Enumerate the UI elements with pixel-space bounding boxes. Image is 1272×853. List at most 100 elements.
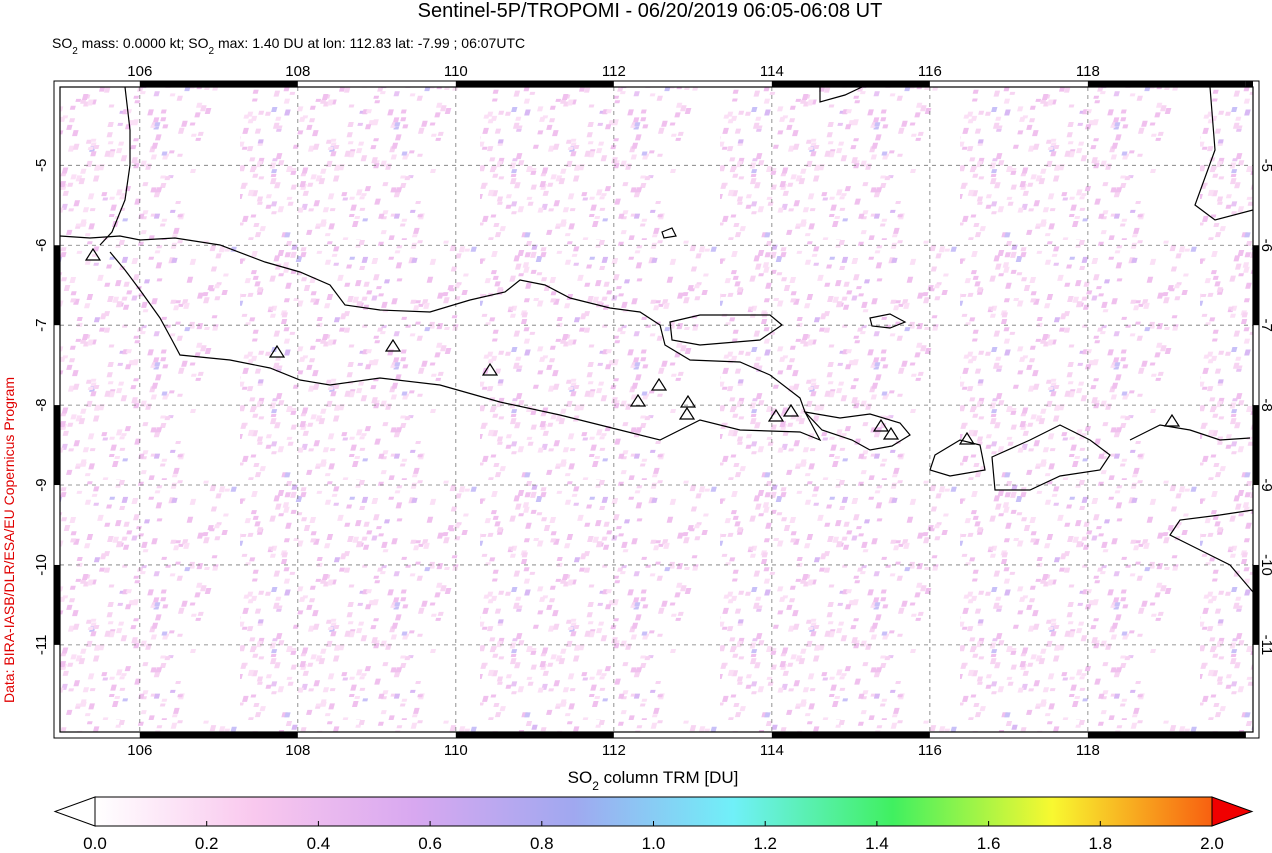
- frame: [53, 80, 1260, 739]
- x-tick-label: 112: [602, 63, 626, 80]
- volcanoes: [84, 247, 1181, 445]
- subtitle-part: mass: 0.0000 kt; SO: [78, 35, 209, 51]
- so2-field: [60, 87, 1253, 732]
- volcano: [84, 247, 102, 261]
- colorbar-tick-label: 0.6: [418, 834, 442, 853]
- coastline: [819, 87, 863, 103]
- colorbar-tick-label: 0.2: [195, 834, 219, 853]
- y-tick-label: -9: [33, 478, 50, 491]
- map-outer-border: [53, 80, 1260, 739]
- credit: Data: BIRA-IASB/DLR/ESA/EU Copernicus Pr…: [1, 377, 17, 703]
- volcano: [782, 403, 800, 417]
- y-tick-label: -11: [33, 635, 50, 656]
- subtitle-part: max: 1.40 DU at lon: 112.83 lat: -7.99 ;…: [214, 35, 525, 51]
- x-tick-label: 108: [285, 63, 310, 80]
- coastlines: [60, 87, 1253, 593]
- colorbar-tick-label: 0.4: [307, 834, 331, 853]
- y-tick-label: -11: [1258, 635, 1272, 656]
- border-bar: [1087, 81, 1246, 87]
- x-tick-label: 116: [918, 63, 942, 80]
- x-tick-label: 112: [602, 742, 626, 759]
- y-tick-label: -7: [1258, 319, 1272, 332]
- border-bar: [139, 81, 298, 87]
- coastline: [929, 439, 986, 477]
- border-bar: [54, 245, 60, 326]
- volcano: [872, 418, 890, 432]
- colorbar-label-part: 2: [592, 779, 599, 793]
- y-tick-label: -10: [33, 554, 50, 576]
- x-tick-label: 114: [760, 742, 784, 759]
- y-tick-label: -9: [1258, 478, 1272, 491]
- colorbar-tick-label: 0.0: [83, 834, 107, 853]
- subtitle: SO2 mass: 0.0000 kt; SO2 max: 1.40 DU at…: [52, 35, 525, 57]
- colorbar-tick-label: 1.2: [753, 834, 777, 853]
- subtitle-part: SO: [52, 35, 72, 51]
- x-tick-label: 118: [1076, 742, 1100, 759]
- title: Sentinel-5P/TROPOMI - 06/20/2019 06:05-0…: [418, 0, 883, 22]
- colorbar-tick-label: 1.6: [977, 834, 1001, 853]
- volcano: [1163, 413, 1181, 427]
- border-bar: [455, 732, 614, 738]
- coastline: [803, 411, 911, 451]
- coastline: [60, 235, 822, 442]
- x-tick-label: 110: [444, 742, 468, 759]
- border-bar: [455, 81, 614, 87]
- map-border: [59, 86, 1254, 733]
- border-bar: [54, 405, 60, 486]
- y-tick-label: -5: [33, 159, 50, 172]
- volcano: [481, 362, 499, 376]
- volcano: [679, 394, 697, 408]
- colorbar-label-part: SO: [568, 768, 593, 787]
- x-tick-label: 108: [285, 742, 310, 759]
- volcano: [268, 344, 286, 358]
- colorbar-tick-label: 1.4: [865, 834, 889, 853]
- x-tick-label: 114: [760, 63, 784, 80]
- volcano: [629, 393, 647, 407]
- colorbar: 0.0 0.2 0.4 0.6 0.8 1.0 1.2 1.4 1.6 1.8 2.0: [53, 796, 1254, 853]
- y-tick-label: -10: [1258, 554, 1272, 576]
- coastline: [1169, 509, 1253, 593]
- volcano: [958, 431, 976, 445]
- colorbar-under: [53, 796, 96, 827]
- coastline: [869, 313, 907, 329]
- x-tick-label: 106: [127, 742, 152, 759]
- y-tick-label: -8: [33, 398, 50, 411]
- colorbar-over: [1211, 796, 1254, 827]
- colorbar-label-part: column TRM [DU]: [599, 768, 739, 787]
- coastline: [1129, 424, 1251, 441]
- border-bar: [1253, 405, 1259, 486]
- coastline: [661, 227, 677, 239]
- grid: [60, 87, 1253, 732]
- colorbar-tick-label: 0.8: [530, 834, 554, 853]
- x-tick-label: 106: [127, 63, 152, 80]
- colorbar-tick-label: 2.0: [1200, 834, 1224, 853]
- volcano: [882, 426, 900, 440]
- y-tick-label: -7: [33, 319, 50, 332]
- border-bar: [54, 564, 60, 645]
- volcano: [384, 338, 402, 352]
- colorbar-tick-label: 1.0: [642, 834, 666, 853]
- volcano: [650, 377, 668, 391]
- border-bar: [771, 732, 930, 738]
- volcano: [678, 406, 696, 420]
- y-tick-label: -6: [1258, 239, 1272, 252]
- y-tick-label: -8: [1258, 398, 1272, 411]
- border-bar: [139, 732, 298, 738]
- x-tick-label: 116: [918, 742, 942, 759]
- border-bar: [1253, 564, 1259, 645]
- colorbar-label: SO2 column TRM [DU]: [568, 768, 739, 793]
- border-bar: [1253, 245, 1259, 326]
- subtitle-part: 2: [209, 46, 215, 57]
- y-tick-label: -6: [33, 239, 50, 252]
- x-tick-label: 110: [444, 63, 468, 80]
- coastline: [1194, 87, 1253, 221]
- subtitle-part: 2: [72, 46, 78, 57]
- coastline: [99, 87, 131, 246]
- border-bar: [1087, 732, 1246, 738]
- y-tick-label: -5: [1258, 159, 1272, 172]
- coastline: [991, 424, 1111, 491]
- volcano: [767, 408, 785, 422]
- border-bar: [771, 81, 930, 87]
- x-tick-label: 118: [1076, 63, 1100, 80]
